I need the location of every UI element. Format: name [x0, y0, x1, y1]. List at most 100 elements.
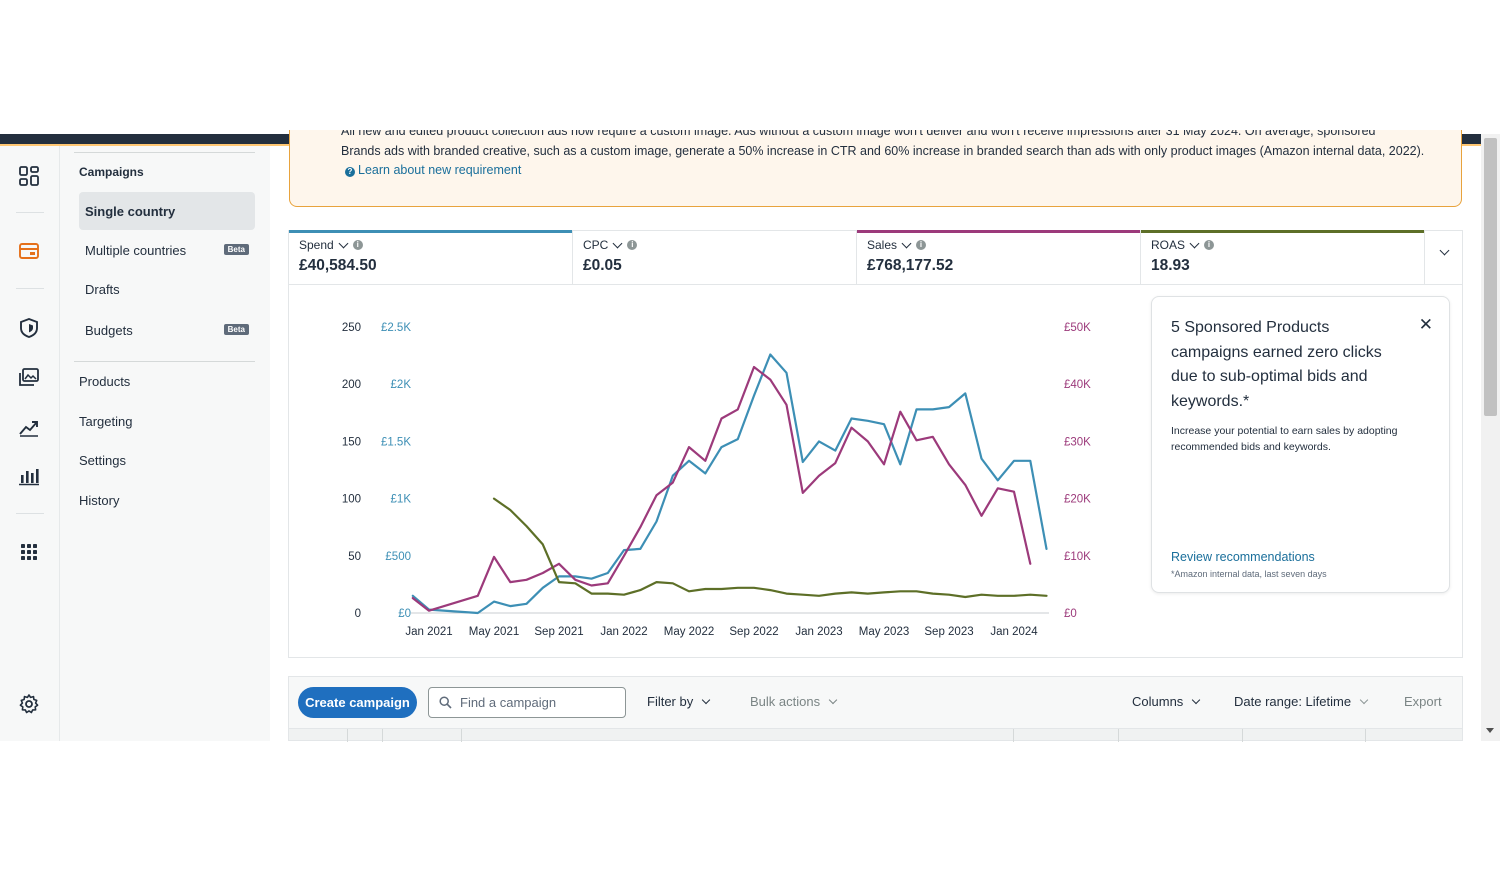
review-recommendations-link[interactable]: Review recommendations — [1171, 550, 1315, 564]
metric-color-bar — [1141, 230, 1424, 233]
search-icon — [439, 696, 452, 709]
metrics-row: Spend i £40,584.50 CPC i £0.05 Sales i £768… — [288, 230, 1463, 285]
info-icon[interactable]: i — [916, 240, 927, 250]
spend-axis-tick-label: £2K — [391, 379, 412, 391]
nav-item-label: History — [79, 492, 120, 508]
nav-divider — [74, 152, 255, 153]
filter-label: Filter by — [647, 694, 694, 709]
nav-item-products[interactable]: Products — [79, 362, 255, 400]
columns-dropdown[interactable]: Columns — [1132, 694, 1201, 709]
banner-message: Brands ads with branded creative, such a… — [341, 144, 1425, 158]
metric-color-bar — [857, 230, 1140, 233]
close-icon[interactable]: ✕ — [1418, 315, 1433, 334]
nav-item-drafts[interactable]: Drafts — [79, 270, 255, 308]
x-axis-tick-label: Sep 2022 — [729, 626, 778, 638]
icon-rail — [0, 146, 60, 741]
nav-item-label: Products — [79, 373, 131, 389]
chevron-down-icon[interactable] — [901, 238, 912, 248]
chevron-down-icon[interactable] — [338, 238, 349, 248]
nav-item-label: Budgets — [85, 322, 133, 338]
chevron-down-icon — [1192, 695, 1201, 704]
sales-axis-tick-label: £0 — [1064, 608, 1077, 620]
x-axis-tick-label: Sep 2021 — [534, 626, 583, 638]
campaigns-side-nav: Campaigns Single country Multiple countr… — [60, 146, 270, 741]
search-placeholder: Find a campaign — [460, 695, 557, 710]
recommendation-description: Increase your potential to earn sales by… — [1171, 425, 1398, 453]
performance-chart: 250 £2.5K £50K 200 £2K £40K 150 £1.5K £30K 100 £1K… — [342, 322, 1091, 638]
nav-item-targeting[interactable]: Targeting — [79, 402, 255, 440]
column-divider — [1118, 729, 1119, 742]
metric-value: £40,584.50 — [299, 257, 377, 274]
recommendation-footnote: *Amazon internal data, last seven days — [1171, 569, 1327, 579]
chevron-down-icon[interactable] — [612, 238, 623, 248]
metric-label: Sales — [867, 238, 898, 252]
expand-metrics-chevron-icon[interactable] — [1439, 245, 1450, 256]
bar-chart-icon[interactable] — [17, 464, 41, 488]
spend-axis-tick-label: £500 — [385, 551, 411, 563]
settings-gear-icon[interactable] — [17, 692, 41, 716]
nav-divider — [74, 361, 255, 362]
banner-clipped-text: All new and edited product collection ad… — [341, 130, 1376, 138]
column-divider — [1365, 729, 1366, 742]
roas-axis-tick-label: 0 — [355, 608, 361, 620]
x-axis-tick-label: Jan 2023 — [795, 626, 842, 638]
rail-divider — [16, 212, 44, 213]
info-icon[interactable]: i — [1204, 240, 1215, 250]
nav-item-budgets[interactable]: Budgets Beta — [79, 311, 255, 349]
metric-roas[interactable]: ROAS i 18.93 — [1141, 230, 1425, 285]
nav-item-settings[interactable]: Settings — [79, 441, 255, 479]
roas-axis-tick-label: 100 — [342, 494, 361, 506]
nav-item-multiple-countries[interactable]: Multiple countries Beta — [79, 231, 255, 269]
nav-item-single-country[interactable]: Single country — [79, 192, 255, 230]
banner-text: Brands ads with branded creative, such a… — [341, 142, 1436, 180]
page-scrollbar[interactable] — [1481, 134, 1500, 741]
performance-chart-panel: 250 £2.5K £50K 200 £2K £40K 150 £1.5K £30K 100 £1K… — [288, 284, 1463, 658]
media-icon[interactable] — [17, 365, 41, 389]
column-divider — [461, 729, 462, 742]
nav-item-history[interactable]: History — [79, 481, 255, 519]
campaign-icon[interactable] — [17, 239, 41, 263]
metric-value: £0.05 — [583, 257, 622, 274]
filter-by-dropdown[interactable]: Filter by — [647, 694, 711, 709]
scroll-down-arrow-icon[interactable] — [1486, 728, 1494, 733]
sales-series-line — [411, 365, 1032, 612]
create-campaign-button[interactable]: Create campaign — [298, 687, 417, 718]
column-divider — [1242, 729, 1243, 742]
x-axis-tick-label: May 2021 — [469, 626, 520, 638]
chevron-down-icon[interactable] — [1189, 238, 1200, 248]
rail-divider — [16, 288, 44, 289]
info-icon[interactable]: i — [627, 240, 638, 250]
metric-color-bar — [289, 230, 572, 233]
sales-axis-tick-label: £40K — [1064, 379, 1091, 391]
metric-spend[interactable]: Spend i £40,584.50 — [289, 230, 573, 285]
export-button[interactable]: Export — [1404, 694, 1442, 709]
custom-image-requirement-banner: All new and edited product collection ad… — [289, 130, 1462, 207]
bulk-actions-dropdown[interactable]: Bulk actions — [750, 694, 838, 709]
rail-divider — [16, 513, 44, 514]
chevron-down-icon — [701, 695, 711, 704]
campaign-search-input[interactable]: Find a campaign — [428, 687, 626, 718]
shield-icon[interactable] — [17, 316, 41, 340]
nav-item-label: Targeting — [79, 413, 133, 429]
column-divider — [347, 729, 348, 742]
metric-cpc[interactable]: CPC i £0.05 — [573, 231, 857, 285]
recommendation-card: 5 Sponsored Products campaigns earned ze… — [1151, 296, 1450, 593]
date-range-dropdown[interactable]: Date range: Lifetime — [1234, 694, 1369, 709]
x-axis-tick-label: May 2023 — [859, 626, 910, 638]
nav-heading: Campaigns — [79, 165, 144, 179]
spend-axis-tick-label: £2.5K — [381, 322, 411, 334]
chevron-down-icon — [828, 695, 838, 704]
spend-series-line — [411, 353, 1048, 615]
info-icon[interactable]: i — [352, 240, 363, 250]
learn-more-link[interactable]: Learn about new requirement — [358, 163, 522, 177]
apps-grid-icon[interactable] — [17, 540, 41, 564]
dashboard-icon[interactable] — [17, 164, 41, 188]
trend-icon[interactable] — [17, 415, 41, 439]
column-divider — [1013, 729, 1014, 742]
metric-sales[interactable]: Sales i £768,177.52 — [857, 230, 1141, 285]
roas-axis-tick-label: 200 — [342, 379, 361, 391]
recommendation-title: 5 Sponsored Products campaigns earned ze… — [1171, 319, 1382, 410]
metric-label: ROAS — [1151, 238, 1186, 252]
nav-item-label: Single country — [85, 203, 176, 219]
scrollbar-thumb[interactable] — [1484, 138, 1497, 416]
